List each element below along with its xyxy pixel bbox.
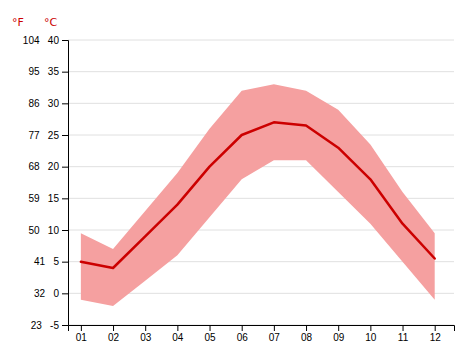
grid-line — [68, 40, 454, 41]
x-tick: 07 — [269, 325, 281, 343]
annotation: °C — [44, 16, 58, 29]
tick-mark — [62, 262, 68, 263]
y-tick: 95 35 — [28, 66, 68, 77]
tick-label: 77 25 — [28, 130, 59, 141]
y-tick: 77 25 — [28, 130, 68, 141]
tick-label: 59 15 — [28, 193, 59, 204]
tick-mark — [403, 325, 404, 331]
y-tick: 86 30 — [28, 98, 68, 109]
x-tick: 12 — [430, 325, 442, 343]
tick-mark — [62, 167, 68, 168]
y-tick: 41 5 — [34, 256, 68, 267]
tick-label: 01 — [76, 332, 88, 343]
x-tick: 04 — [172, 325, 184, 343]
line — [81, 122, 435, 268]
tick-mark — [62, 325, 68, 326]
range-band — [81, 84, 435, 306]
tick-label: 09 — [333, 332, 345, 343]
tick-mark — [62, 230, 68, 231]
tick-mark — [62, 198, 68, 199]
tick-label: 12 — [430, 332, 442, 343]
tick-label: 07 — [269, 332, 281, 343]
x-tick: 11 — [398, 325, 409, 343]
x-tick: 10 — [365, 325, 377, 343]
tick-label: 50 10 — [28, 225, 59, 236]
tick-mark — [113, 325, 114, 331]
tick-mark — [62, 293, 68, 294]
tick-label: 02 — [108, 332, 120, 343]
x-axis: 01 02 03 04 05 06 07 08 09 10 11 12 — [69, 325, 455, 343]
tick-label: 41 5 — [34, 256, 59, 267]
x-tick: 01 — [76, 325, 88, 343]
tick-label: 23 -5 — [31, 320, 60, 331]
tick-label: 32 0 — [34, 288, 59, 299]
tick-mark — [435, 325, 436, 331]
tick-label: 03 — [140, 332, 152, 343]
axis-line — [62, 41, 69, 326]
x-tick: 08 — [301, 325, 313, 343]
tick-mark — [62, 135, 68, 136]
tick-label: 86 30 — [28, 98, 59, 109]
y-tick: 50 10 — [28, 225, 68, 236]
x-tick: 02 — [108, 325, 120, 343]
tick-label: 06 — [237, 332, 249, 343]
y-tick: 59 15 — [28, 193, 68, 204]
x-tick: 06 — [237, 325, 249, 343]
grid-line — [68, 71, 454, 72]
tick-mark — [370, 325, 371, 331]
tick-mark — [306, 325, 307, 331]
annotation: °F — [12, 16, 24, 29]
tick-mark — [81, 325, 82, 331]
tick-label: 11 — [398, 332, 409, 343]
y-tick: 32 0 — [34, 288, 68, 299]
tick-label: 95 35 — [28, 66, 59, 77]
x-tick: 09 — [333, 325, 345, 343]
tick-label: 08 — [301, 332, 313, 343]
tick-mark — [62, 40, 68, 41]
tick-mark — [210, 325, 211, 331]
y-tick: 23 -5 — [31, 320, 68, 331]
y-tick: 68 20 — [28, 161, 68, 172]
tick-label: 05 — [204, 332, 216, 343]
tick-mark — [242, 325, 243, 331]
y-axis: 23 -5 32 0 41 5 50 10 59 15 68 20 77 25 86 30 95… — [23, 35, 69, 331]
axis-line — [69, 326, 455, 332]
tick-mark — [145, 325, 146, 331]
plot-area: 01 02 03 04 05 06 07 08 09 10 11 12 23 -5 32 0 41 5 50 … — [12, 16, 455, 343]
x-tick: 05 — [204, 325, 216, 343]
tick-label: 04 — [172, 332, 184, 343]
y-tick: 104 40 — [23, 35, 68, 46]
tick-mark — [62, 72, 68, 73]
tick-mark — [177, 325, 178, 331]
tick-label: 68 20 — [28, 161, 59, 172]
tick-mark — [338, 325, 339, 331]
grid — [68, 40, 454, 325]
x-tick: 03 — [140, 325, 152, 343]
tick-mark — [274, 325, 275, 331]
tick-label: 104 40 — [23, 35, 60, 46]
tick-mark — [62, 103, 68, 104]
tick-label: 10 — [365, 332, 377, 343]
marks — [81, 84, 435, 306]
chart: 01 02 03 04 05 06 07 08 09 10 11 12 23 -5 32 0 41 5 50 … — [0, 0, 474, 355]
